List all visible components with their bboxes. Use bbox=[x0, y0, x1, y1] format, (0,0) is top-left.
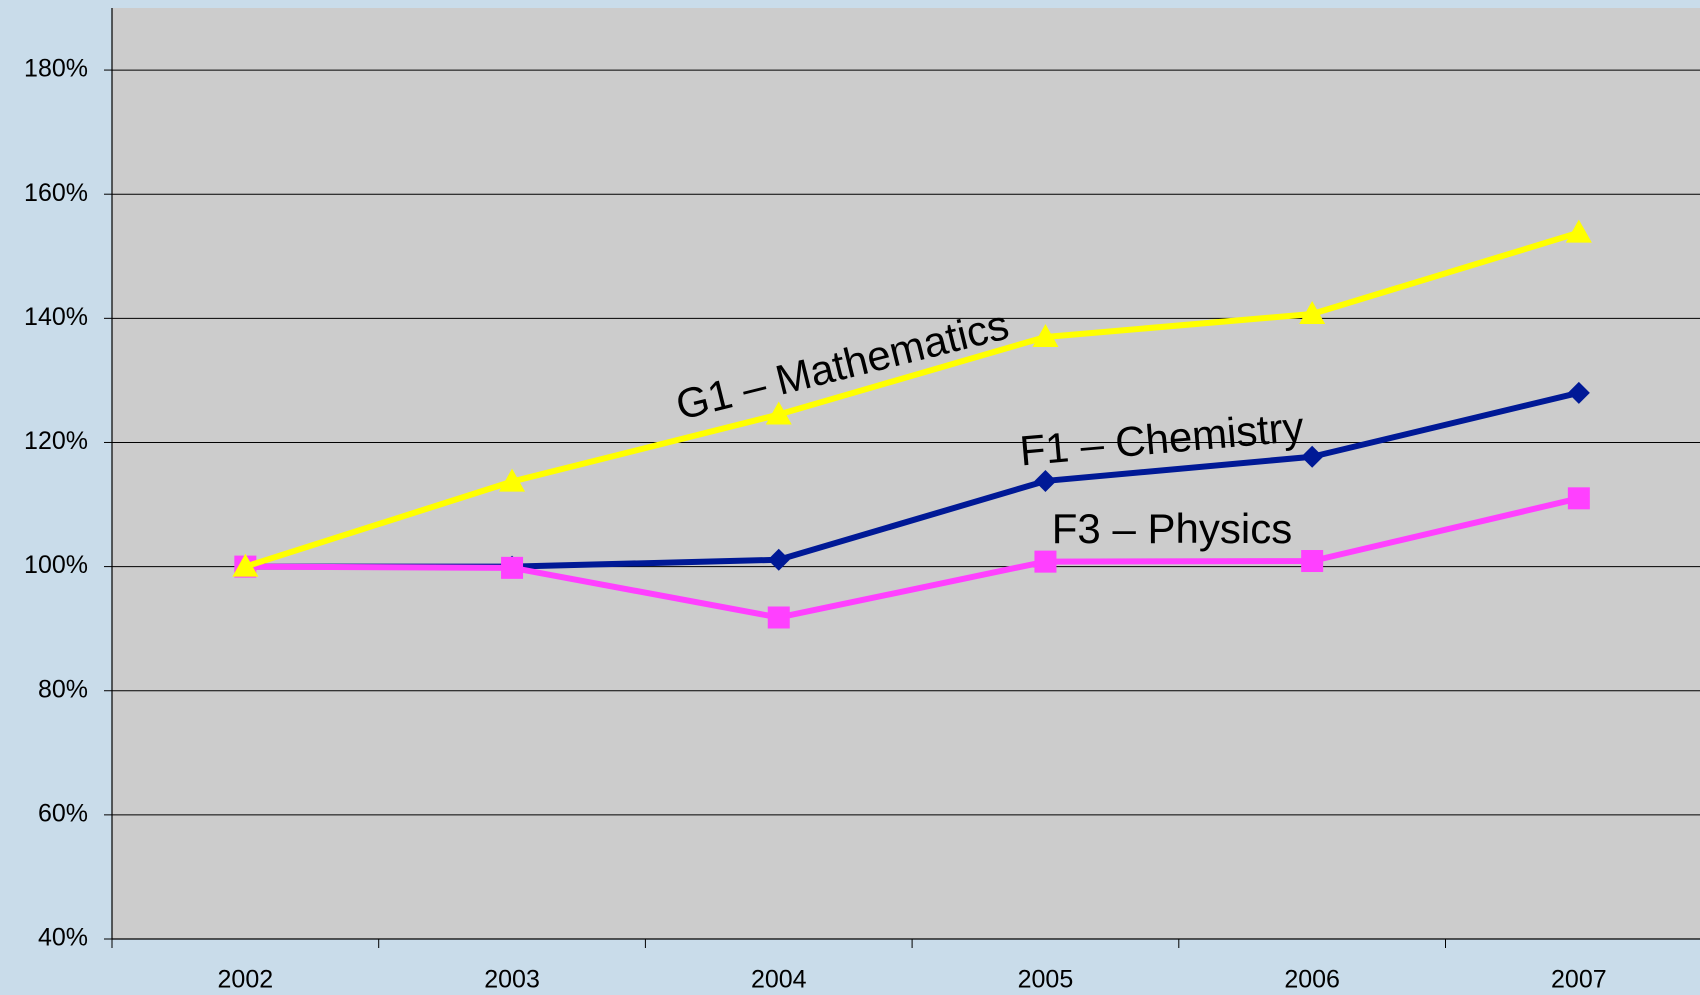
y-tick-label: 40% bbox=[38, 924, 88, 952]
marker bbox=[767, 548, 790, 571]
series-line bbox=[245, 495, 1580, 621]
x-tick-label: 2004 bbox=[751, 966, 807, 994]
y-tick-label: 120% bbox=[24, 427, 88, 455]
x-tick-label: 2003 bbox=[484, 966, 540, 994]
y-tick-label: 60% bbox=[38, 799, 88, 827]
marker bbox=[1567, 487, 1590, 510]
x-tick-label: 2002 bbox=[218, 966, 274, 994]
marker bbox=[499, 468, 526, 492]
x-tick-label: 2006 bbox=[1284, 966, 1340, 994]
marker bbox=[232, 553, 259, 577]
marker bbox=[1301, 445, 1324, 468]
marker bbox=[501, 556, 524, 579]
x-tick-label: 2005 bbox=[1018, 966, 1074, 994]
y-tick-label: 180% bbox=[24, 55, 88, 83]
plot-area bbox=[112, 8, 1700, 939]
marker bbox=[1301, 550, 1324, 573]
y-tick-label: 100% bbox=[24, 551, 88, 579]
marker bbox=[1565, 219, 1592, 243]
y-tick-label: 80% bbox=[38, 675, 88, 703]
marker bbox=[1567, 381, 1590, 404]
x-tick-label: 2007 bbox=[1551, 966, 1607, 994]
y-tick-label: 160% bbox=[24, 179, 88, 207]
series-line bbox=[244, 229, 1580, 570]
marker bbox=[767, 606, 790, 629]
marker bbox=[1034, 469, 1057, 492]
marker bbox=[1299, 300, 1326, 324]
marker bbox=[765, 401, 792, 425]
marker bbox=[1034, 550, 1057, 573]
series-label: F3 – Physics bbox=[1052, 505, 1292, 552]
marker bbox=[1032, 323, 1059, 347]
y-tick-label: 140% bbox=[24, 303, 88, 331]
